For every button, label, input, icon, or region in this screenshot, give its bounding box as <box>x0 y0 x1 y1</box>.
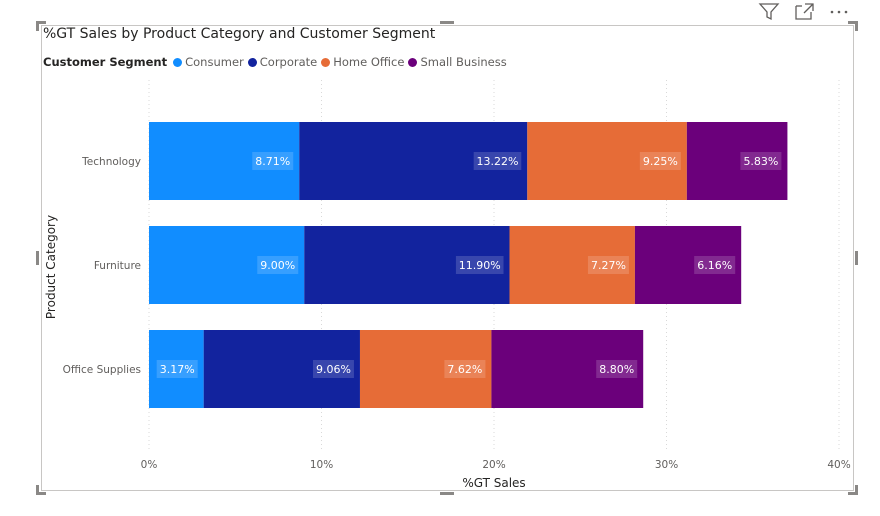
legend-label-corporate: Corporate <box>259 55 318 69</box>
legend-title: Customer Segment <box>43 55 168 69</box>
filter-icon[interactable] <box>758 2 780 22</box>
resize-handle-top-right-v[interactable] <box>855 21 858 31</box>
data-label-technology-consumer: 8.71% <box>255 155 290 168</box>
data-label-bg-technology-corporate <box>473 152 522 170</box>
data-label-furniture-small-business: 6.16% <box>697 259 732 272</box>
data-label-technology-home-office: 9.25% <box>643 155 678 168</box>
data-label-office-supplies-home-office: 7.62% <box>447 363 482 376</box>
legend-label-consumer: Consumer <box>185 55 244 69</box>
y-axis-title: Product Category <box>44 215 58 319</box>
legend-item-home-office[interactable]: Home Office <box>321 55 404 69</box>
bar-technology-home-office[interactable] <box>527 122 687 200</box>
legend-marker-corporate <box>247 57 257 67</box>
resize-handle-top[interactable] <box>440 21 454 24</box>
resize-handle-right[interactable] <box>855 251 858 265</box>
bar-technology-corporate[interactable] <box>299 122 528 200</box>
y-tick-label-office-supplies: Office Supplies <box>63 364 141 376</box>
data-label-furniture-corporate: 11.90% <box>459 259 501 272</box>
data-label-bg-technology-consumer <box>252 152 294 170</box>
bar-office-supplies-small-business[interactable] <box>491 330 644 408</box>
y-tick-label-furniture: Furniture <box>94 260 141 272</box>
resize-handle-bottom-right[interactable] <box>848 492 858 495</box>
legend-item-corporate[interactable]: Corporate <box>247 55 318 69</box>
legend: Customer Segment Consumer Corporate Home… <box>43 54 511 70</box>
legend-marker-home-office <box>321 57 331 67</box>
resize-handle-bottom[interactable] <box>440 492 454 495</box>
y-tick-label-technology: Technology <box>81 156 141 168</box>
bar-technology-small-business[interactable] <box>686 122 788 200</box>
data-label-bg-office-supplies-small-business <box>596 360 638 378</box>
data-label-office-supplies-consumer: 3.17% <box>160 363 195 376</box>
data-label-technology-corporate: 13.22% <box>477 155 519 168</box>
bar-office-supplies-consumer[interactable] <box>149 330 204 408</box>
legend-label-home-office: Home Office <box>333 55 405 69</box>
resize-handle-top-left-v[interactable] <box>36 21 39 31</box>
resize-handle-bottom-left-v[interactable] <box>36 485 39 495</box>
legend-item-consumer[interactable]: Consumer <box>173 55 244 69</box>
data-label-furniture-home-office: 7.27% <box>591 259 626 272</box>
data-label-office-supplies-corporate: 9.06% <box>316 363 351 376</box>
data-label-bg-furniture-corporate <box>455 256 504 274</box>
resize-handle-top-right[interactable] <box>848 21 858 24</box>
x-tick-label-0: 0% <box>141 459 158 471</box>
x-tick-label-20: 20% <box>482 459 505 471</box>
resize-handle-top-left[interactable] <box>36 21 46 24</box>
bar-furniture-home-office[interactable] <box>509 226 635 304</box>
bar-furniture-small-business[interactable] <box>634 226 742 304</box>
x-axis-title: %GT Sales <box>462 476 525 490</box>
bar-office-supplies-home-office[interactable] <box>359 330 492 408</box>
x-tick-label-10: 10% <box>310 459 333 471</box>
more-options-icon[interactable] <box>828 2 850 22</box>
chart-title: %GT Sales by Product Category and Custom… <box>43 26 436 42</box>
data-label-bg-furniture-home-office <box>587 256 629 274</box>
data-label-technology-small-business: 5.83% <box>743 155 778 168</box>
legend-marker-small-business <box>408 57 418 67</box>
data-label-bg-office-supplies-consumer <box>156 360 198 378</box>
data-label-bg-furniture-consumer <box>257 256 299 274</box>
focus-mode-icon[interactable] <box>793 2 815 22</box>
data-label-bg-technology-home-office <box>639 152 681 170</box>
x-tick-label-40: 40% <box>827 459 850 471</box>
visual-container[interactable] <box>41 25 854 491</box>
resize-handle-bottom-right-v[interactable] <box>855 485 858 495</box>
data-label-bg-office-supplies-home-office <box>444 360 486 378</box>
resize-handle-left[interactable] <box>36 251 39 265</box>
legend-label-small-business: Small Business <box>420 55 507 69</box>
data-label-office-supplies-small-business: 8.80% <box>599 363 634 376</box>
data-label-furniture-consumer: 9.00% <box>260 259 295 272</box>
x-tick-label-30: 30% <box>655 459 678 471</box>
resize-handle-bottom-left[interactable] <box>36 492 46 495</box>
bar-furniture-consumer[interactable] <box>149 226 305 304</box>
data-label-bg-office-supplies-corporate <box>312 360 354 378</box>
bar-furniture-corporate[interactable] <box>304 226 510 304</box>
bar-office-supplies-corporate[interactable] <box>203 330 360 408</box>
data-label-bg-technology-small-business <box>740 152 782 170</box>
legend-marker-consumer <box>173 57 183 67</box>
legend-item-small-business[interactable]: Small Business <box>408 55 507 69</box>
bar-technology-consumer[interactable] <box>149 122 300 200</box>
data-label-bg-furniture-small-business <box>694 256 736 274</box>
